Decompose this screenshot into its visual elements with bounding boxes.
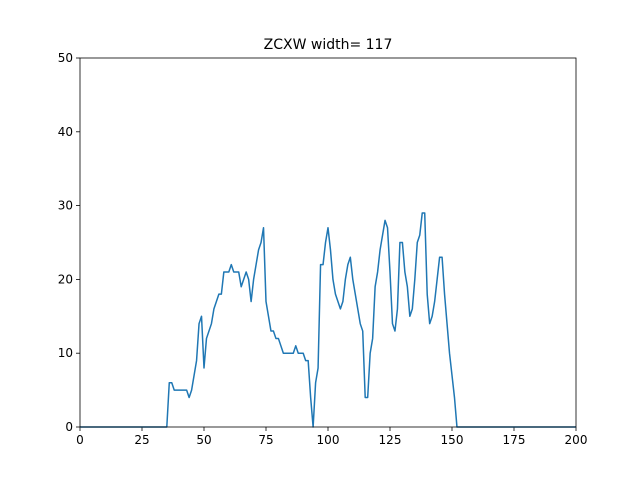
- data-line: [80, 212, 576, 428]
- plot-frame: [79, 57, 577, 428]
- y-tick-label: 30: [58, 199, 73, 213]
- x-tick-label: 25: [134, 433, 149, 447]
- x-tick-label: 125: [379, 433, 402, 447]
- x-tick-label: 150: [441, 433, 464, 447]
- chart-title: ZCXW width= 117: [264, 37, 393, 53]
- x-tick-label: 175: [503, 433, 526, 447]
- x-tick-label: 200: [565, 433, 588, 447]
- y-tick-label: 40: [58, 125, 73, 139]
- y-tick-label: 20: [58, 272, 73, 286]
- x-tick-label: 50: [196, 433, 211, 447]
- y-tick-label: 0: [65, 420, 73, 434]
- y-tick-label: 50: [58, 51, 73, 65]
- x-tick-label: 100: [317, 433, 340, 447]
- y-tick-label: 10: [58, 346, 73, 360]
- x-tick-label: 75: [258, 433, 273, 447]
- x-tick-label: 0: [76, 433, 84, 447]
